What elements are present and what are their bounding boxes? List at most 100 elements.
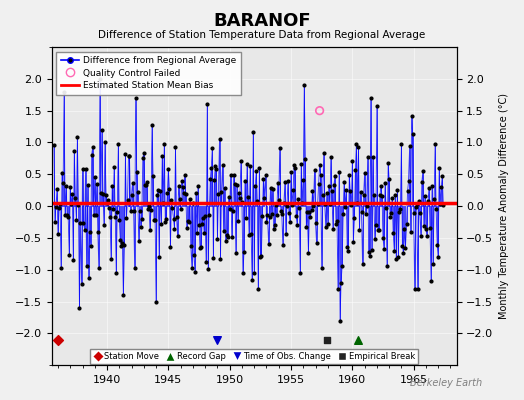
Point xyxy=(364,154,372,160)
Point xyxy=(221,185,229,191)
Point xyxy=(326,154,335,160)
Point xyxy=(72,216,81,223)
Point xyxy=(403,188,412,195)
Point xyxy=(185,196,194,202)
Point xyxy=(381,180,389,186)
Point xyxy=(73,134,82,141)
Point xyxy=(51,219,59,226)
Point xyxy=(190,252,198,258)
Point xyxy=(416,210,424,216)
Point xyxy=(151,217,159,224)
Point xyxy=(303,209,312,216)
Point xyxy=(263,218,271,225)
Point xyxy=(430,196,439,203)
Point xyxy=(436,201,444,208)
Point xyxy=(97,127,106,133)
Point xyxy=(386,214,395,220)
Point xyxy=(105,205,113,212)
Point xyxy=(202,259,210,266)
Point xyxy=(365,249,373,256)
Point xyxy=(95,265,103,272)
Point xyxy=(251,183,259,190)
Point xyxy=(113,209,122,215)
Point xyxy=(225,206,234,212)
Point xyxy=(291,165,299,172)
Point xyxy=(268,186,277,193)
Point xyxy=(299,177,308,184)
Point xyxy=(90,212,98,218)
Point xyxy=(376,192,384,199)
Point xyxy=(244,193,252,200)
Point xyxy=(249,128,257,135)
Point xyxy=(341,204,350,210)
Point xyxy=(315,162,324,168)
Point xyxy=(261,172,270,178)
Point xyxy=(79,220,88,226)
Point xyxy=(57,264,66,271)
Point xyxy=(362,210,370,217)
Point xyxy=(128,180,137,186)
Point xyxy=(354,337,363,343)
Point xyxy=(237,158,245,164)
Point xyxy=(289,187,297,193)
Point xyxy=(235,190,243,196)
Point xyxy=(111,214,119,220)
Point xyxy=(214,191,223,197)
Point xyxy=(106,214,114,220)
Point xyxy=(75,305,84,311)
Point xyxy=(156,188,165,195)
Point xyxy=(407,113,416,119)
Point xyxy=(159,200,167,206)
Point xyxy=(138,216,146,222)
Point xyxy=(85,228,94,235)
Point xyxy=(257,252,266,259)
Point xyxy=(332,220,340,227)
Point xyxy=(206,176,214,182)
Point xyxy=(127,191,136,198)
Point xyxy=(429,261,437,268)
Point xyxy=(54,230,62,237)
Point xyxy=(265,214,274,220)
Point xyxy=(395,209,403,215)
Point xyxy=(260,195,269,201)
Point xyxy=(311,219,320,226)
Point xyxy=(428,182,436,189)
Point xyxy=(315,108,324,114)
Point xyxy=(118,240,127,246)
Point xyxy=(124,152,133,159)
Point xyxy=(298,200,307,206)
Point xyxy=(155,254,163,260)
Point xyxy=(363,203,371,210)
Point xyxy=(343,244,352,250)
Point xyxy=(166,244,174,250)
Point xyxy=(62,183,70,189)
Point xyxy=(417,233,425,239)
Point xyxy=(123,197,132,203)
Point xyxy=(140,182,149,188)
Point xyxy=(431,141,439,147)
Point xyxy=(423,233,431,239)
Point xyxy=(191,269,199,275)
Point xyxy=(222,238,230,244)
Point xyxy=(419,168,427,174)
Point xyxy=(323,190,331,196)
Point xyxy=(173,232,182,239)
Point xyxy=(322,337,331,343)
Point xyxy=(266,184,275,191)
Text: BARANOF: BARANOF xyxy=(213,12,311,30)
Point xyxy=(367,247,376,254)
Point xyxy=(355,226,364,233)
Point xyxy=(99,191,107,198)
Point xyxy=(160,140,169,147)
Point xyxy=(64,214,72,220)
Point xyxy=(182,191,190,197)
Point xyxy=(220,227,228,234)
Point xyxy=(306,213,314,220)
Point xyxy=(284,178,292,184)
Point xyxy=(93,181,101,187)
Point xyxy=(78,281,86,287)
Point xyxy=(213,236,222,242)
Point xyxy=(119,292,127,298)
Point xyxy=(330,182,338,188)
Point xyxy=(130,265,139,272)
